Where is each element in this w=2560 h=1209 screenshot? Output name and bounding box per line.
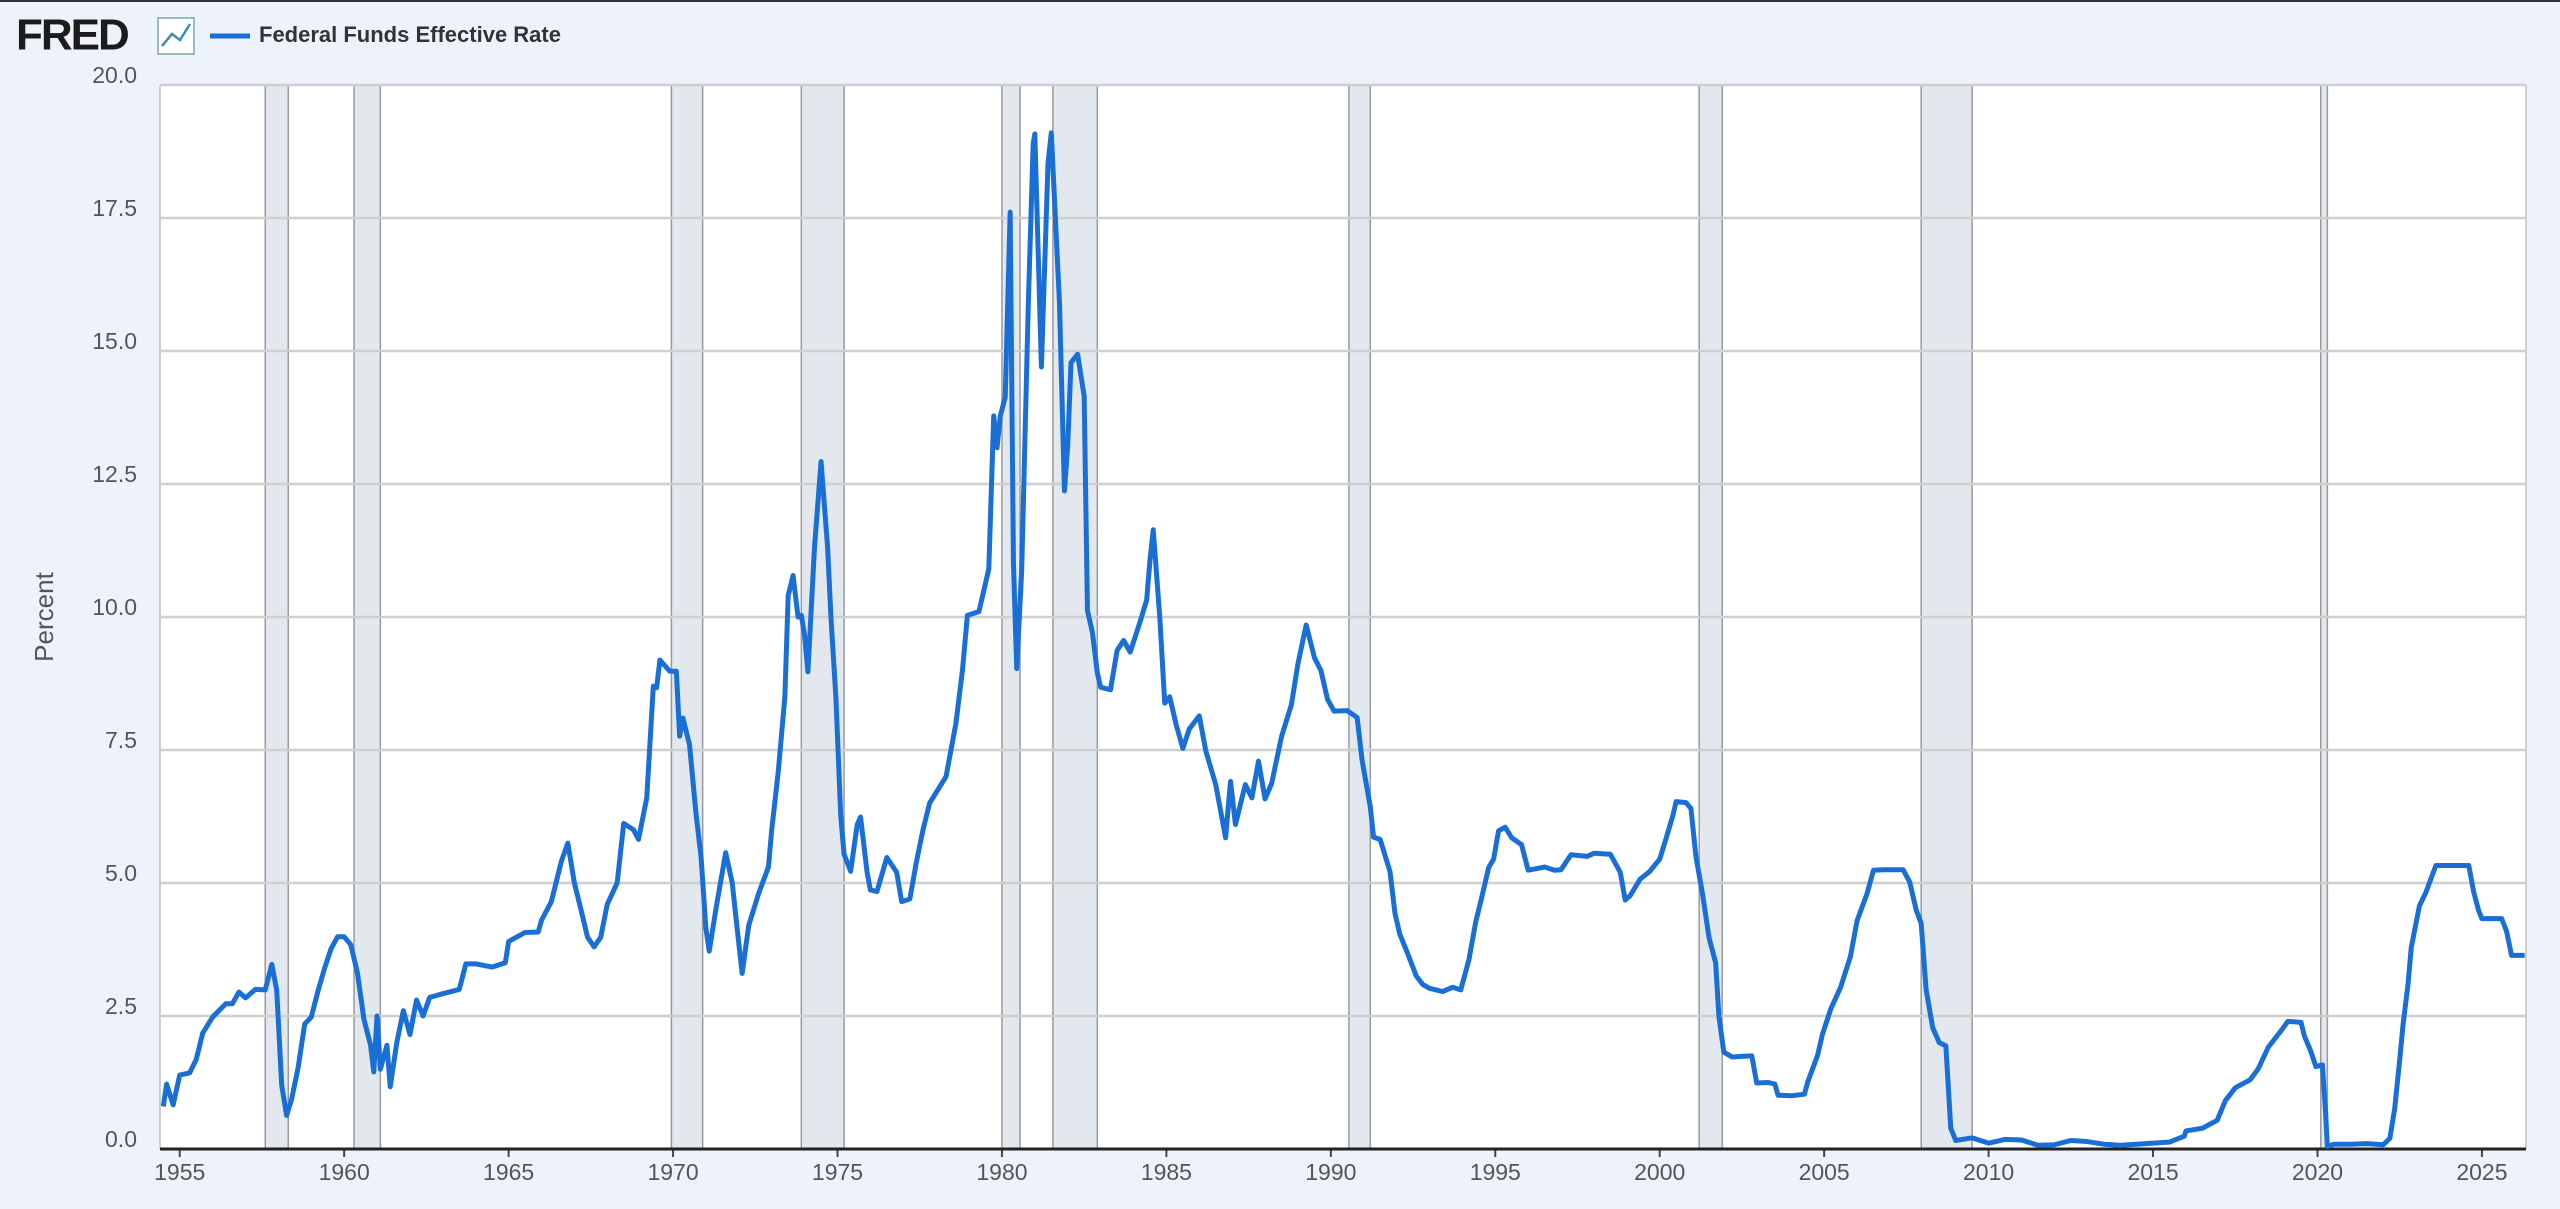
x-tick-label: 2005 xyxy=(1799,1159,1850,1185)
y-tick-label: 15.0 xyxy=(92,328,137,354)
y-tick-label: 17.5 xyxy=(92,195,137,221)
x-tick-label: 1955 xyxy=(154,1159,205,1185)
top-border xyxy=(0,0,2560,2)
x-tick-label: 2010 xyxy=(1963,1159,2014,1185)
y-axis-label: Percent xyxy=(29,571,59,661)
series-line xyxy=(160,130,2525,1149)
y-tick-label: 10.0 xyxy=(92,594,137,620)
legend-label: Federal Funds Effective Rate xyxy=(259,22,561,47)
x-tick-label: 1970 xyxy=(647,1159,698,1185)
x-tick-label: 1980 xyxy=(976,1159,1027,1185)
x-tick-label: 1960 xyxy=(319,1159,370,1185)
x-tick-label: 2025 xyxy=(2456,1159,2507,1185)
x-tick-label: 2020 xyxy=(2292,1159,2343,1185)
y-tick-label: 2.5 xyxy=(105,993,137,1019)
logo: FRED xyxy=(16,11,128,60)
x-tick-label: 2000 xyxy=(1634,1159,1685,1185)
x-tick-label: 2015 xyxy=(2127,1159,2178,1185)
x-tick-label: 1995 xyxy=(1470,1159,1521,1185)
y-tick-label: 0.0 xyxy=(105,1126,137,1152)
chart-icon xyxy=(157,17,195,55)
x-tick-label: 1985 xyxy=(1141,1159,1192,1185)
x-tick-label: 1965 xyxy=(483,1159,534,1185)
y-tick-label: 12.5 xyxy=(92,461,137,487)
x-tick-label: 1975 xyxy=(812,1159,863,1185)
x-tick-label: 1990 xyxy=(1305,1159,1356,1185)
y-tick-label: 5.0 xyxy=(105,860,137,886)
y-tick-label: 7.5 xyxy=(105,727,137,753)
y-tick-label: 20.0 xyxy=(92,62,137,88)
